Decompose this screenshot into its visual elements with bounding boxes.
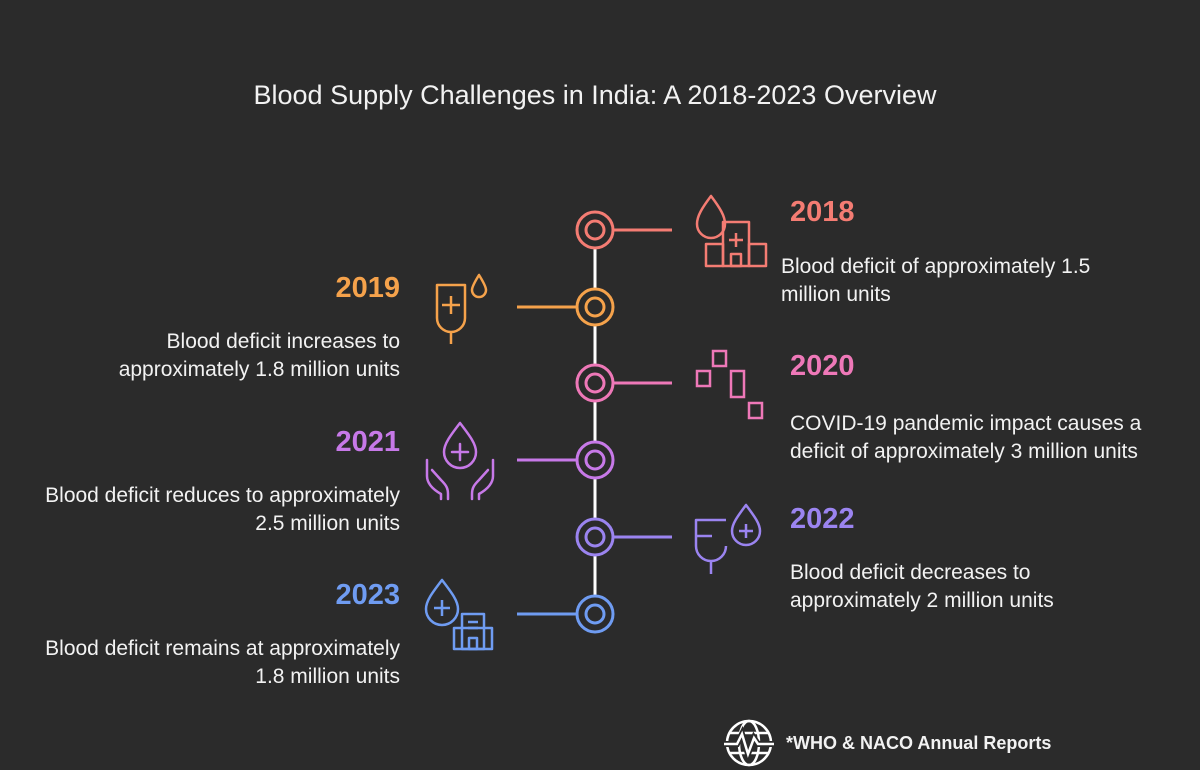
event-description-2020: COVID-19 pandemic impact causes a defici… bbox=[790, 412, 1142, 463]
event-description-2019: Blood deficit increases to approximately… bbox=[118, 330, 400, 381]
year-label-2022: 2022 bbox=[790, 503, 855, 535]
timeline-node-2021 bbox=[517, 440, 615, 480]
timeline-node-2022 bbox=[575, 517, 672, 557]
page-title: Blood Supply Challenges in India: A 2018… bbox=[253, 80, 937, 110]
source-citation: *WHO & NACO Annual Reports bbox=[786, 733, 1052, 753]
event-description-2018: Blood deficit of approximately 1.5 milli… bbox=[781, 255, 1091, 306]
scattered-blocks-icon bbox=[695, 349, 764, 420]
iv-blood-bag-icon bbox=[435, 273, 488, 344]
timeline-node-2018 bbox=[575, 210, 672, 250]
timeline-node-2023 bbox=[517, 594, 615, 634]
year-label-2019: 2019 bbox=[335, 272, 400, 304]
year-label-2018: 2018 bbox=[790, 196, 855, 228]
year-label-2021: 2021 bbox=[335, 426, 400, 458]
blood-drop-hospital-icon bbox=[695, 194, 768, 268]
globe-pulse-icon bbox=[724, 719, 774, 767]
event-description-2021: Blood deficit reduces to approximately 2… bbox=[45, 484, 400, 535]
timeline-node-2020 bbox=[575, 363, 672, 403]
event-description-2022: Blood deficit decreases to approximately… bbox=[790, 561, 1054, 612]
hands-holding-blood-drop-icon bbox=[425, 421, 495, 501]
blood-bag-drop-icon bbox=[694, 503, 762, 574]
year-label-2020: 2020 bbox=[790, 350, 855, 382]
year-label-2023: 2023 bbox=[335, 579, 400, 611]
timeline-node-2019 bbox=[517, 287, 615, 327]
blood-drop-building-icon bbox=[424, 578, 494, 651]
event-description-2023: Blood deficit remains at approximately 1… bbox=[45, 637, 400, 688]
